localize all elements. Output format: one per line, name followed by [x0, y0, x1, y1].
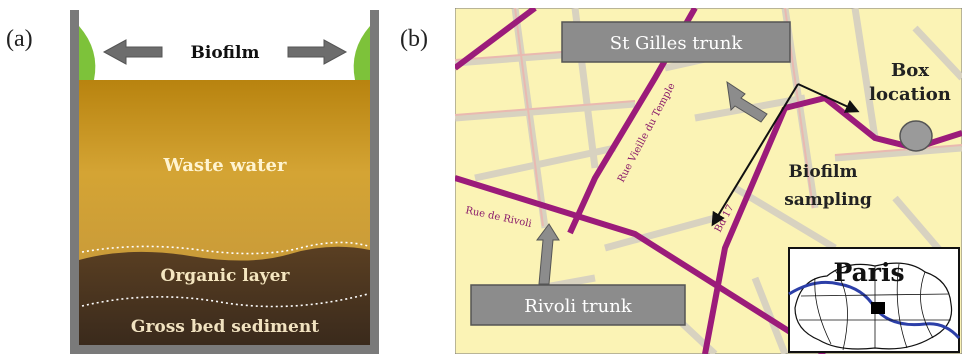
biofilm-label: Biofilm	[191, 43, 260, 63]
st-gilles-direction-arrow	[726, 80, 768, 123]
box-location-line1: Box	[891, 60, 929, 81]
sampling-arrow-right	[797, 83, 860, 113]
street-map: Rue Vieille du Temple Bd 17 Rue de Rivol…	[455, 8, 962, 354]
box-location-marker	[899, 120, 933, 152]
waste-water-label: Waste water	[163, 155, 287, 176]
rivoli-direction-arrow	[536, 223, 560, 285]
right-wall	[370, 10, 379, 354]
organic-layer-top-boundary	[81, 241, 369, 255]
left-wall	[70, 10, 79, 354]
biofilm-right-patch	[353, 26, 370, 80]
biofilm-left-arrow	[102, 39, 163, 65]
channel-floor	[70, 345, 379, 354]
box-location-line2: location	[869, 84, 951, 105]
st-gilles-label: St Gilles trunk	[610, 33, 744, 54]
rivoli-label-box	[470, 284, 686, 326]
sediment-label: Gross bed sediment	[131, 317, 319, 337]
biofilm-left-patch	[79, 26, 96, 80]
biofilm-right-arrow	[287, 39, 348, 65]
biofilm-sampling-line2: sampling	[784, 190, 872, 210]
rivoli-label: Rivoli trunk	[524, 296, 633, 317]
biofilm-sampling-line1: Biofilm	[789, 162, 858, 182]
paris-inset-map	[788, 247, 961, 353]
sewer-cross-section: Biofilm Waste water Organic layer Gross …	[70, 10, 379, 354]
paris-label: Paris	[833, 258, 904, 287]
sampling-arrow-down	[711, 83, 799, 227]
organic-layer-label: Organic layer	[161, 266, 291, 286]
st-gilles-label-box	[561, 21, 791, 63]
sediment-body	[79, 246, 370, 345]
panel-a-letter: (a)	[6, 26, 33, 52]
panel-b-letter: (b)	[400, 26, 428, 52]
